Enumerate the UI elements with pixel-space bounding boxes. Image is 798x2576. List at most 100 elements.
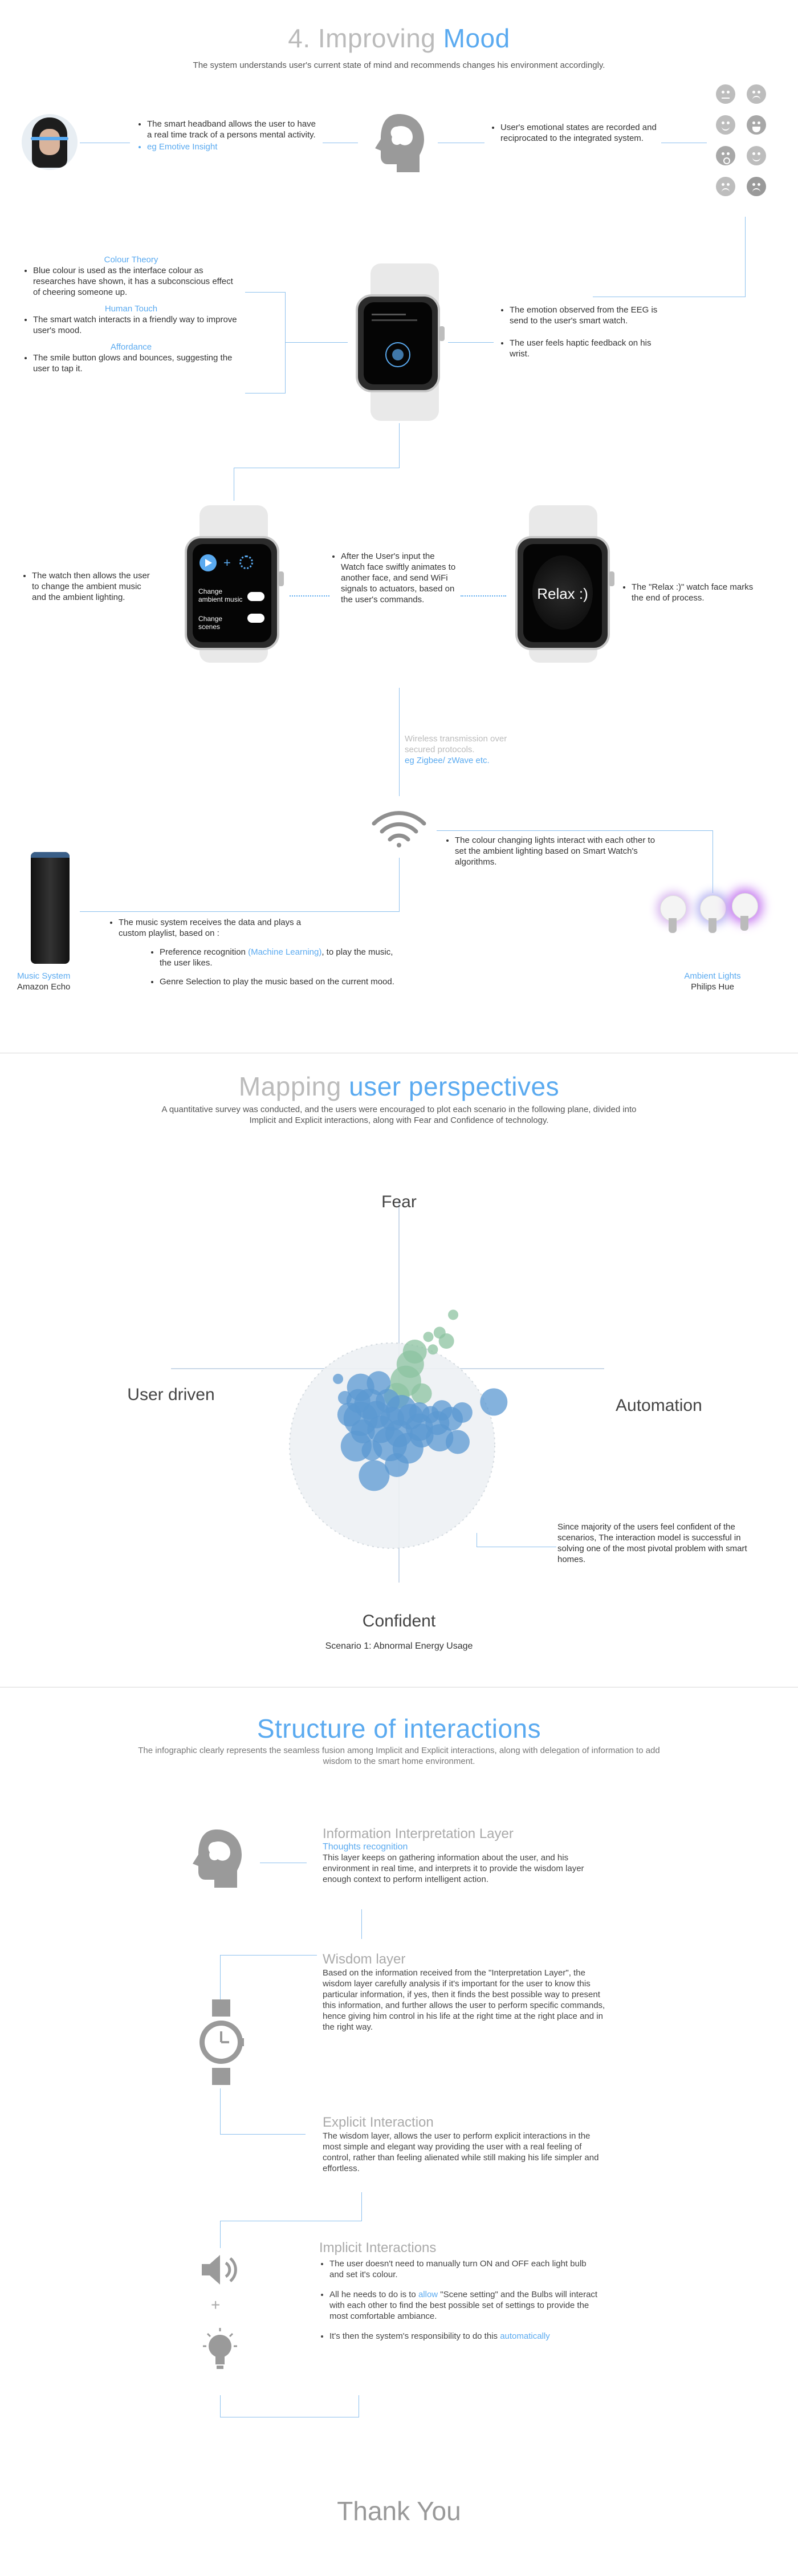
hue-bulb-3-base [740,916,748,931]
axis-label-left: User driven [127,1385,214,1404]
affordance-title: Affordance [110,342,152,352]
amazon-echo-device [31,852,70,964]
pref-text-a: Preference recognition [160,947,249,957]
connector-layer2-in [220,1955,317,1956]
connector-emotions-down [745,217,746,297]
emotion-description: User's emotional states are recorded and… [490,122,661,152]
design-notes: Colour Theory Blue colour is used as the… [23,254,239,382]
music-text: The music system receives the data and p… [119,917,324,939]
connector-wifi-right [437,830,712,831]
emotion-text: User's emotional states are recorded and… [500,122,661,144]
emotion-dizzy-icon [716,146,735,165]
axis-label-bottom: Confident [363,1612,436,1630]
emotion-content-icon [716,115,735,135]
pref-text-b: , to play the music, the user likes. [160,947,393,968]
scatter-point [359,1460,390,1491]
layer2-block: Wisdom layer Based on the information re… [323,1952,608,2033]
lights-text: The colour changing lights interact with… [455,835,667,867]
dotted-arrow-watch2 [290,595,329,597]
music-description: The music system receives the data and p… [108,917,405,995]
layer1-block: Information Interpretation Layer Thought… [323,1826,608,1885]
emotion-worried-icon [716,177,735,196]
section3-title: Structure of interactions [256,1714,542,1743]
scatter-point [451,1402,473,1423]
watch2-screen: + Change ambient music Change scenes [193,544,271,642]
connector-layer3-in [220,2134,306,2135]
layer2-text: Based on the information received from t… [323,1968,605,2010]
amazon-label: Amazon Echo [17,982,71,992]
after-input-text: After the User's input the Watch face sw… [341,551,456,605]
wireless-text: Wireless transmission over secured proto… [405,734,507,754]
emotion-angry-icon [747,177,766,196]
scenes-toggle[interactable] [247,614,264,623]
layer4-bullet1: The user doesn't need to manually turn O… [329,2258,598,2280]
watch-change-description: The watch then allows the user to change… [22,570,153,611]
hue-bulb-1 [660,895,686,922]
affordance-text: The smile button glows and bounces, sugg… [33,352,239,374]
thank-you: Thank You [337,2496,461,2526]
human-touch-title: Human Touch [104,304,158,314]
brain-head-icon [375,114,424,172]
layer2-link[interactable]: hence giving him control in his life at … [323,2011,603,2032]
layer4-b2a: All he needs to do is to [329,2290,418,2299]
emotion-laughing-icon [747,115,766,135]
arrow-notes-to-watch [285,342,348,343]
colour-theory-text: Blue colour is used as the interface col… [33,265,239,298]
chart-annotation: Since majority of the users feel confide… [557,1522,747,1564]
relax-description: The "Relax :)" watch face marks the end … [621,582,764,611]
hue-bulb-2-base [709,918,716,933]
layer3-text: The wisdom layer, allows the user to per… [323,2131,599,2173]
bracket-layer4 [220,2395,359,2417]
genre-text: Genre Selection to play the music based … [160,976,405,987]
emotion-sad-icon [747,84,766,104]
scatter-point [333,1373,344,1384]
layer4-b3link[interactable]: automatically [500,2331,550,2341]
music-system-label: Music System [17,971,71,981]
colour-theory-title: Colour Theory [104,255,158,265]
user-avatar [22,114,78,170]
connector-layer4-down [220,2221,221,2248]
layer4-b3a: It's then the system's responsibility to… [329,2331,500,2341]
connector-wifi-down [399,858,400,911]
chart-caption: Scenario 1: Abnormal Energy Usage [325,1641,473,1651]
watch2-label-music: Change ambient music [198,587,243,603]
relax-text: The "Relax :)" watch face marks the end … [632,582,764,603]
watch-change-text: The watch then allows the user to change… [32,570,153,603]
scatter-point [445,1430,470,1454]
music-toggle[interactable] [247,592,264,601]
human-touch-text: The smart watch interacts in a friendly … [33,314,239,336]
layer4-b2link[interactable]: allow [418,2290,438,2299]
wifi-icon [372,811,426,847]
section3-subtitle: The infographic clearly represents the s… [138,1746,660,1766]
haptic-text: The user feels haptic feedback on his wr… [510,338,670,359]
connector-wifi-right-down [712,830,713,893]
hue-bulb-1-base [669,918,677,933]
wireless-link[interactable]: eg Zigbee/ zWave etc. [405,756,490,765]
layer4-title: Implicit Interactions [319,2240,437,2255]
emotion-happy-icon [747,146,766,165]
light-bulb-icon [203,2328,237,2369]
section1-title: 4. Improving Mood [288,23,510,53]
headband-link[interactable]: eg Emotive Insight [147,141,319,152]
ambient-labels: Ambient Lights Philips Hue [656,971,769,992]
section2-title: Mapping user perspectives [238,1072,560,1101]
connector-watch1-down [399,423,400,468]
watch1-crown [439,326,445,341]
dotted-arrow-watch3 [461,595,506,597]
pref-link[interactable]: (Machine Learning) [248,947,322,957]
watch2-label-scenes: Change scenes [198,615,223,631]
music-system-labels: Music System Amazon Echo [17,971,97,992]
connector-layer2-in-down [220,1955,221,1999]
layer4-block: Implicit Interactions The user doesn't n… [319,2240,598,2350]
thoughts-head-icon [193,1829,242,1888]
ambient-label: Ambient Lights [684,971,741,981]
layer4-b2b: "Scene setting" and the Bulbs will inter… [329,2290,598,2321]
axis-label-top: Fear [381,1192,417,1211]
wireless-description: Wireless transmission over secured proto… [405,733,530,766]
connector-wifi-left [80,911,400,912]
watch1-screen[interactable] [364,302,432,384]
arrow-watch-to-eeg [448,342,494,343]
scatter-point [423,1332,434,1342]
lights-description: The colour changing lights interact with… [445,835,667,875]
scatter-point [448,1309,459,1320]
